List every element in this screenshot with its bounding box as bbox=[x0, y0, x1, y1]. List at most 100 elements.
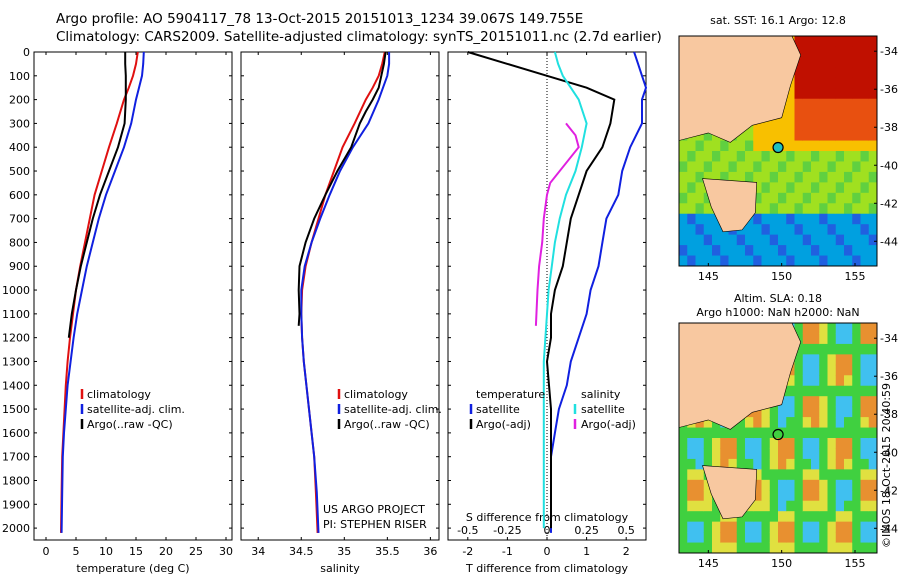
map-cell bbox=[868, 427, 877, 439]
map-cell bbox=[794, 511, 804, 523]
map-y-tick-label: -34 bbox=[880, 45, 898, 58]
map-cell bbox=[852, 46, 861, 58]
map-cell bbox=[728, 427, 738, 439]
map-cell bbox=[811, 77, 820, 89]
map-cell bbox=[868, 458, 877, 470]
map-cell bbox=[786, 151, 795, 162]
map-x-tick-label: 155 bbox=[845, 270, 866, 283]
map-cell bbox=[794, 364, 804, 376]
map-cell bbox=[712, 234, 721, 246]
legend-label: Argo(-adj) bbox=[476, 418, 531, 431]
map-cell bbox=[844, 77, 853, 89]
map-cell bbox=[827, 406, 837, 418]
map-cell bbox=[786, 255, 795, 266]
legend-label: salinity bbox=[581, 388, 621, 401]
map-cell bbox=[844, 354, 853, 366]
map-cell bbox=[753, 417, 762, 429]
map-cell bbox=[844, 490, 853, 502]
map-cell bbox=[827, 234, 837, 246]
map-cell bbox=[687, 427, 696, 439]
map-cell bbox=[827, 192, 837, 204]
map-cell bbox=[679, 469, 688, 481]
map-cell bbox=[835, 542, 845, 553]
map-cell bbox=[769, 151, 779, 162]
map-cell bbox=[844, 182, 853, 194]
map-cell bbox=[868, 88, 877, 100]
map-cell bbox=[728, 161, 738, 173]
argo-location-marker bbox=[772, 141, 784, 154]
map-cell bbox=[811, 375, 820, 387]
map-cell bbox=[827, 438, 837, 449]
map-cell bbox=[827, 255, 837, 266]
map-cell bbox=[761, 213, 771, 225]
map-cell bbox=[720, 255, 729, 266]
y-tick-label: 1100 bbox=[2, 308, 30, 321]
map-cell bbox=[786, 438, 795, 449]
map-cell bbox=[860, 532, 870, 544]
map-cell bbox=[679, 182, 688, 194]
map-cell bbox=[868, 161, 877, 173]
map-cell bbox=[835, 255, 845, 266]
map-cell bbox=[835, 490, 845, 502]
x-tick-label: 35 bbox=[337, 545, 351, 558]
map-cell bbox=[802, 88, 812, 100]
map-cell bbox=[852, 448, 861, 460]
map-cell bbox=[802, 396, 812, 408]
map-cell bbox=[703, 130, 713, 142]
map-cell bbox=[769, 119, 779, 131]
map-cell bbox=[852, 542, 861, 553]
map-cell bbox=[695, 521, 705, 533]
map-cell bbox=[761, 532, 771, 544]
map-cell bbox=[794, 182, 804, 194]
map-cell bbox=[844, 438, 853, 449]
map-cell bbox=[769, 203, 779, 215]
series-line-0-0 bbox=[60, 51, 139, 533]
map-cell bbox=[761, 140, 771, 152]
series-line-2-2 bbox=[542, 51, 588, 529]
map-cell bbox=[720, 427, 729, 439]
map-cell bbox=[819, 448, 828, 460]
map-cell bbox=[728, 542, 738, 553]
mainland-australia bbox=[679, 36, 802, 143]
map-cell bbox=[778, 213, 787, 225]
map-y-tick-label: -44 bbox=[880, 522, 898, 535]
map-cell bbox=[769, 490, 779, 502]
map-cell bbox=[802, 224, 812, 236]
map-cell bbox=[811, 161, 820, 173]
map-cell bbox=[827, 88, 837, 100]
map-cell bbox=[794, 532, 804, 544]
map-cell bbox=[687, 161, 696, 173]
map-cell bbox=[753, 458, 762, 470]
map-cell bbox=[860, 354, 870, 366]
map-cell bbox=[761, 406, 771, 418]
map-cell bbox=[860, 375, 870, 387]
map-cell bbox=[786, 88, 795, 100]
map-cell bbox=[802, 448, 812, 460]
map-cell bbox=[778, 130, 787, 142]
map-cell bbox=[835, 36, 845, 47]
map-cell bbox=[695, 532, 705, 544]
map-cell bbox=[753, 521, 762, 533]
map-cell bbox=[769, 521, 779, 533]
map-cell bbox=[827, 224, 837, 236]
map-cell bbox=[835, 354, 845, 366]
map-cell bbox=[687, 469, 696, 481]
map-cell bbox=[811, 479, 820, 491]
map-cell bbox=[761, 417, 771, 429]
map-cell bbox=[761, 119, 771, 131]
map-cell bbox=[860, 255, 870, 266]
map-cell bbox=[794, 88, 804, 100]
map-cell bbox=[827, 469, 837, 481]
map-cell bbox=[778, 245, 787, 257]
map-cell bbox=[802, 109, 812, 121]
map-cell bbox=[802, 479, 812, 491]
map-cell bbox=[712, 458, 721, 470]
map-cell bbox=[712, 224, 721, 236]
map-cell bbox=[868, 213, 877, 225]
map-cell bbox=[761, 469, 771, 481]
map-cell bbox=[794, 521, 804, 533]
map-cell bbox=[868, 406, 877, 418]
map-cell bbox=[786, 448, 795, 460]
x-axis-label: salinity bbox=[320, 562, 360, 575]
map-cell bbox=[835, 192, 845, 204]
